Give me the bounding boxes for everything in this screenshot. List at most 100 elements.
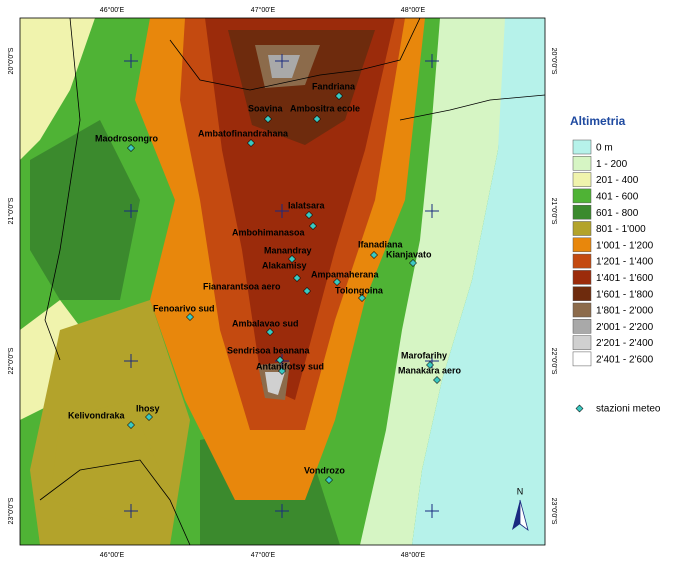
station-marker: [335, 92, 343, 100]
station-marker: [370, 251, 378, 259]
station-label: Soavina: [248, 103, 284, 113]
station-marker: [264, 115, 272, 123]
station-label: Ambatofinandrahana: [198, 128, 289, 138]
relief: [20, 18, 545, 545]
boundary: [39, 459, 191, 545]
north-arrow: N: [512, 486, 529, 532]
elevation-zone: [265, 372, 285, 395]
legend-label: 0 m: [596, 143, 613, 154]
station-label: Antanifotsy sud: [256, 361, 324, 371]
map-frame: [19, 17, 546, 546]
station-marker: [278, 367, 286, 375]
elevation-zone: [412, 18, 545, 545]
longitude-label: 48°00'E: [401, 551, 426, 559]
legend-label: 1'601 - 1'800: [596, 289, 654, 300]
legend-label: 1 - 200: [596, 159, 628, 170]
longitude-label: 46°00'E: [100, 551, 125, 559]
station-marker: [309, 222, 317, 230]
legend-label: 801 - 1'000: [596, 224, 646, 235]
station-label: Ampamaherana: [311, 269, 380, 279]
legend-swatch: [572, 204, 592, 220]
station-label: Manakara aero: [398, 365, 462, 375]
legend-label: 2'201 - 2'400: [596, 338, 654, 349]
legend-label: 401 - 600: [596, 192, 639, 203]
latitude-label: 21°0'0"S: [550, 198, 558, 225]
longitude-label: 46°00'E: [100, 6, 125, 14]
legend-swatch: [572, 270, 592, 285]
station-label: Kianjavato: [386, 249, 432, 259]
station-marker: [303, 287, 311, 295]
north-arrow-right: [519, 499, 529, 532]
legend-swatch: [572, 156, 592, 171]
station-label: Ialatsara: [288, 200, 326, 210]
legend-title: Altimetria: [570, 114, 626, 128]
legend-swatch: [572, 139, 592, 155]
station-label: Fenoarivo sud: [153, 303, 215, 313]
legend-label: 201 - 400: [596, 175, 639, 186]
latitude-label: 20°0'0"S: [550, 48, 558, 75]
legend-swatch: [572, 335, 592, 350]
legend-label: 2'401 - 2'600: [596, 355, 654, 366]
station-marker: [266, 328, 274, 336]
latitude-label: 22°0'0"S: [7, 347, 15, 374]
station-marker: [433, 376, 441, 384]
station-marker: [313, 115, 321, 123]
boundary: [399, 94, 545, 121]
station-marker: [186, 313, 194, 321]
station-marker: [358, 294, 366, 302]
latitude-label: 22°0'0"S: [550, 348, 558, 375]
elevation-zone: [20, 18, 95, 160]
station-marker: [325, 476, 333, 484]
boundary: [44, 18, 81, 361]
station-label: Manandray: [264, 245, 312, 255]
station-marker: [305, 211, 313, 219]
boundary: [169, 18, 421, 91]
station-marker: [247, 139, 255, 147]
station-label: Sendrisoa beanana: [227, 345, 311, 355]
legend-swatch: [572, 351, 592, 367]
station-label: Maodrosongro: [95, 133, 158, 143]
elevation-zone: [30, 120, 140, 300]
elevation-zone: [360, 18, 510, 545]
north-label: N: [517, 486, 524, 496]
longitude-label: 47°00'E: [251, 551, 276, 559]
longitude-label: 48°00'E: [401, 6, 426, 14]
legend-swatch: [572, 188, 592, 204]
latitude-label: 21°0'0"S: [7, 197, 15, 224]
station-marker: [333, 278, 341, 286]
station-label: Fianarantsoa aero: [203, 281, 281, 291]
station-label: Vondrozo: [304, 465, 345, 475]
station-marker: [409, 259, 417, 267]
latitude-label: 23°0'0"S: [7, 497, 15, 524]
station-marker: [288, 255, 296, 263]
station-label: Ambositra ecole: [290, 103, 360, 113]
legend-station-marker: [575, 404, 584, 413]
station-label: Ambohimanasoa: [232, 227, 306, 237]
legend-label: 601 - 800: [596, 208, 639, 219]
latitude-label: 20°0'0"S: [7, 47, 15, 74]
station-marker: [145, 413, 153, 421]
legend-swatch: [572, 237, 592, 253]
legend-label: stazioni meteo: [596, 404, 661, 415]
station-marker: [293, 274, 301, 282]
station-label: Ihosy: [136, 403, 160, 413]
station-marker: [426, 361, 434, 369]
legend-label: 1'001 - 1'200: [596, 240, 654, 251]
legend-swatch: [572, 172, 592, 187]
legend-label: 1'801 - 2'000: [596, 306, 654, 317]
station-label: Ifanadiana: [358, 239, 404, 249]
north-arrow-left: [512, 500, 520, 530]
legend-swatch: [572, 221, 592, 236]
legend-label: 2'001 - 2'200: [596, 322, 654, 333]
station-label: Ambalavao sud: [232, 318, 299, 328]
station-marker: [127, 144, 135, 152]
station-label: Fandriana: [312, 81, 356, 91]
legend-label: 1'201 - 1'400: [596, 257, 654, 268]
legend-label: 1'401 - 1'600: [596, 273, 654, 284]
longitude-label: 47°00'E: [251, 6, 276, 14]
station-label: Marofarihy: [401, 350, 447, 360]
station-label: Alakamisy: [262, 260, 307, 270]
legend-swatch: [572, 302, 592, 318]
legend-swatch: [572, 319, 592, 334]
